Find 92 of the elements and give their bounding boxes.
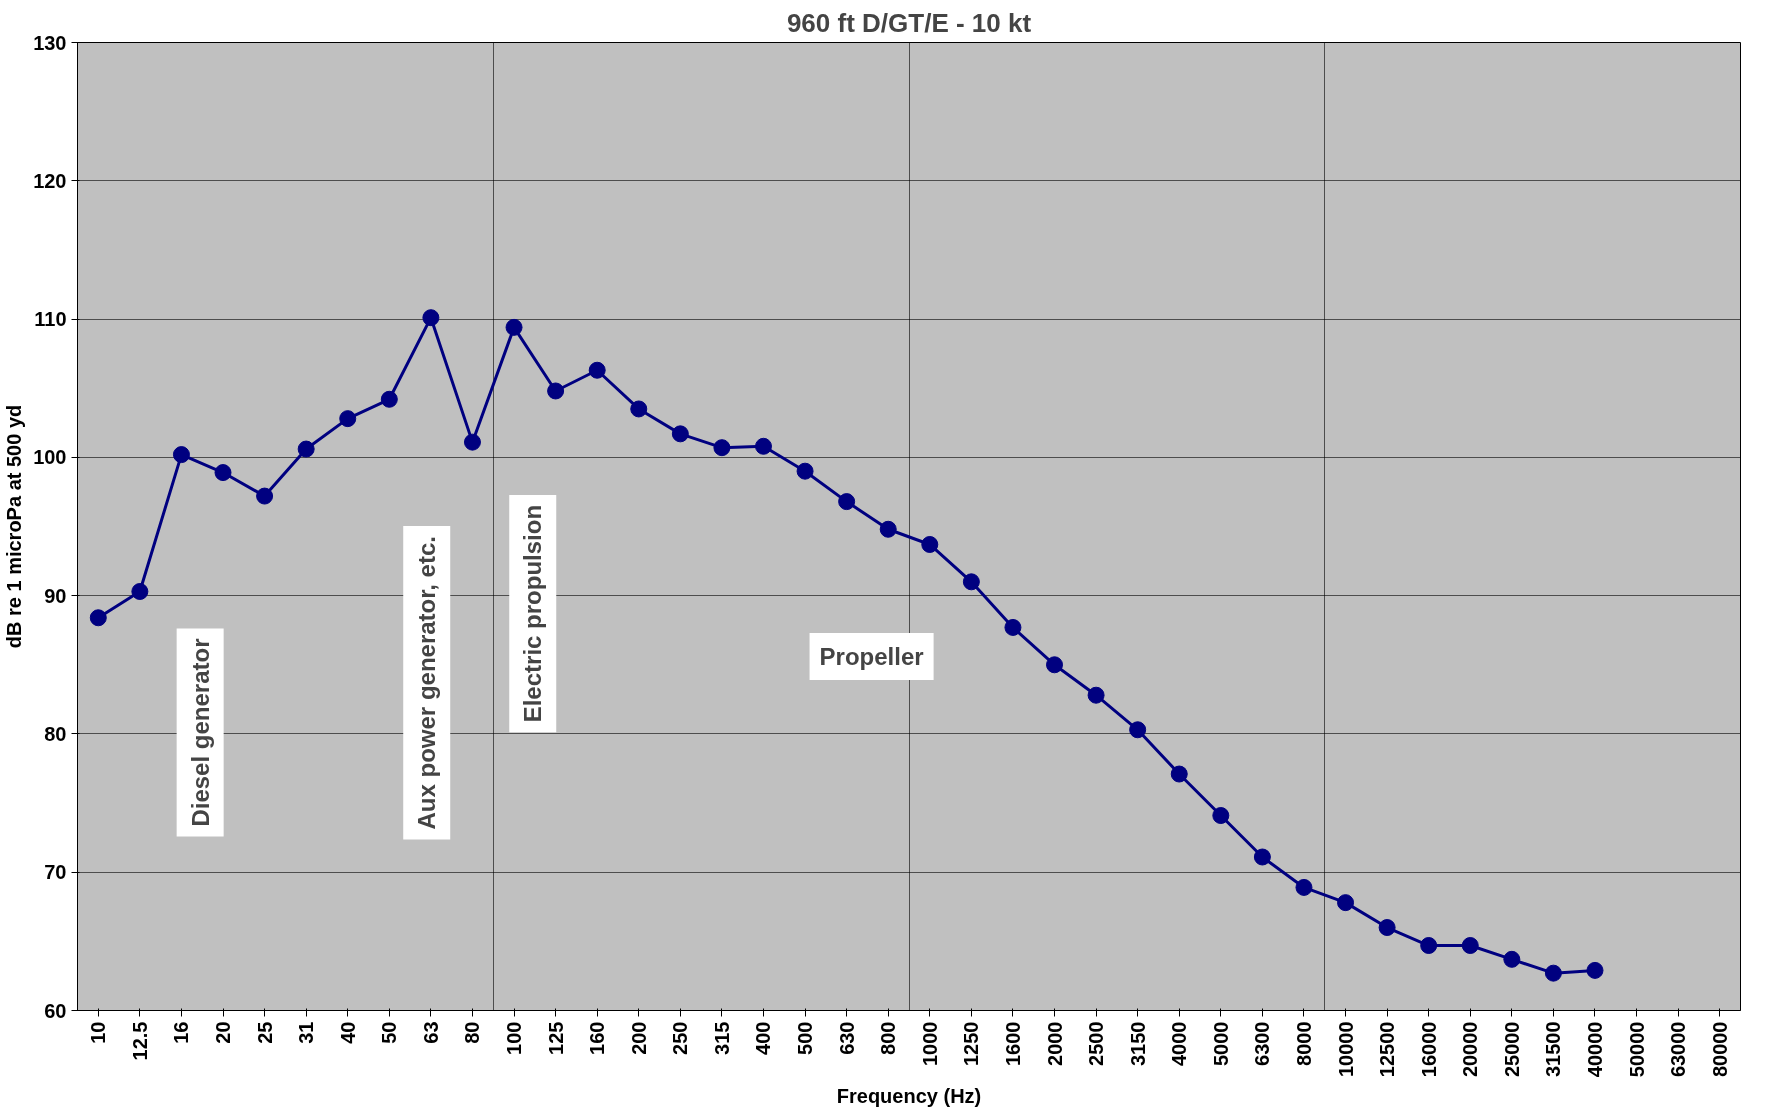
x-tick-label: 500 bbox=[794, 1021, 817, 1055]
x-tick-label: 20 bbox=[212, 1021, 235, 1044]
x-tick-label: 50000 bbox=[1625, 1021, 1648, 1078]
x-tick-label: 6300 bbox=[1251, 1021, 1274, 1066]
x-tick-label: 10000 bbox=[1334, 1021, 1357, 1078]
x-tick-label: 800 bbox=[877, 1021, 900, 1055]
point bbox=[380, 390, 398, 408]
x-tick-label: 40000 bbox=[1583, 1021, 1606, 1078]
x-tick-label: 160 bbox=[586, 1021, 609, 1055]
y-tick-label: 120 bbox=[33, 169, 67, 192]
y-tick-label: 130 bbox=[33, 31, 67, 54]
x-tick-label: 125 bbox=[544, 1021, 567, 1055]
point bbox=[921, 535, 939, 553]
x-tick-label: 12500 bbox=[1376, 1021, 1399, 1078]
x-tick-label: 200 bbox=[627, 1021, 650, 1055]
point bbox=[89, 609, 107, 627]
x-axis-title: Frequency (Hz) bbox=[836, 1085, 982, 1108]
annotation: Diesel generator bbox=[186, 638, 214, 827]
point bbox=[1295, 878, 1313, 896]
annotation: Aux power generator, etc. bbox=[413, 536, 441, 830]
x-tick-label: 63 bbox=[419, 1021, 442, 1044]
y-tick-label: 100 bbox=[33, 446, 67, 469]
point bbox=[505, 318, 523, 336]
x-tick-label: 3150 bbox=[1126, 1021, 1149, 1066]
point bbox=[713, 439, 731, 457]
point bbox=[1337, 894, 1355, 912]
point bbox=[1253, 848, 1271, 866]
x-tick-label: 100 bbox=[503, 1021, 526, 1055]
x-tick-label: 8000 bbox=[1292, 1021, 1315, 1066]
x-tick-label: 1000 bbox=[918, 1021, 941, 1066]
x-tick-label: 2500 bbox=[1085, 1021, 1108, 1066]
point bbox=[172, 446, 190, 464]
point bbox=[297, 440, 315, 458]
x-tick-label: 5000 bbox=[1209, 1021, 1232, 1066]
point bbox=[214, 464, 232, 482]
x-tick-label: 1600 bbox=[1001, 1021, 1024, 1066]
y-tick-label: 60 bbox=[44, 999, 67, 1022]
x-tick-label: 31500 bbox=[1542, 1021, 1565, 1078]
point bbox=[1503, 950, 1521, 968]
point bbox=[1461, 937, 1479, 954]
x-tick-label: 250 bbox=[669, 1021, 692, 1055]
x-tick-label: 63000 bbox=[1667, 1021, 1690, 1078]
point bbox=[131, 583, 149, 600]
point bbox=[339, 410, 357, 428]
y-tick-label: 110 bbox=[34, 308, 67, 331]
x-tick-label: 315 bbox=[710, 1021, 733, 1055]
point bbox=[630, 400, 648, 418]
chart-title: 960 ft D/GT/E - 10 kt bbox=[786, 7, 1032, 38]
point bbox=[879, 520, 897, 538]
point bbox=[1087, 686, 1105, 704]
point bbox=[754, 437, 772, 455]
annotation: Propeller bbox=[819, 642, 924, 670]
y-axis-title: dB re 1 microPa at 500 yd bbox=[3, 404, 26, 649]
y-tick-label: 70 bbox=[44, 861, 67, 884]
x-tick-label: 80000 bbox=[1708, 1021, 1731, 1078]
point bbox=[1170, 765, 1188, 783]
x-tick-label: 400 bbox=[752, 1021, 775, 1055]
x-tick-label: 40 bbox=[336, 1021, 359, 1044]
y-tick-label: 80 bbox=[44, 722, 67, 745]
y-tick-label: 90 bbox=[44, 584, 67, 607]
x-tick-label: 16000 bbox=[1417, 1021, 1440, 1078]
point bbox=[1378, 919, 1396, 937]
point bbox=[1212, 807, 1230, 824]
x-tick-label: 12.5 bbox=[128, 1021, 151, 1061]
x-tick-label: 31 bbox=[295, 1021, 318, 1044]
point bbox=[588, 361, 606, 379]
point bbox=[1420, 937, 1438, 954]
x-tick-label: 16 bbox=[170, 1021, 193, 1044]
point bbox=[671, 425, 689, 443]
x-tick-label: 4000 bbox=[1168, 1021, 1191, 1066]
point bbox=[838, 493, 856, 511]
point bbox=[962, 573, 980, 591]
point bbox=[422, 309, 440, 327]
point bbox=[1586, 961, 1604, 979]
point bbox=[796, 462, 814, 480]
x-tick-label: 50 bbox=[378, 1021, 401, 1044]
x-tick-label: 25000 bbox=[1500, 1021, 1523, 1078]
point bbox=[1046, 656, 1064, 674]
x-tick-label: 10 bbox=[87, 1021, 110, 1044]
point bbox=[1004, 618, 1022, 636]
x-tick-label: 80 bbox=[461, 1021, 484, 1044]
point bbox=[463, 433, 481, 451]
point bbox=[256, 487, 274, 505]
x-tick-label: 20000 bbox=[1459, 1021, 1482, 1078]
x-tick-label: 1250 bbox=[960, 1021, 983, 1066]
x-tick-label: 2000 bbox=[1043, 1021, 1066, 1066]
annotation: Electric propulsion bbox=[519, 504, 547, 723]
point bbox=[1129, 721, 1147, 739]
point bbox=[547, 382, 565, 400]
point bbox=[1544, 964, 1562, 982]
x-tick-label: 25 bbox=[253, 1021, 276, 1044]
x-tick-label: 630 bbox=[835, 1021, 858, 1055]
